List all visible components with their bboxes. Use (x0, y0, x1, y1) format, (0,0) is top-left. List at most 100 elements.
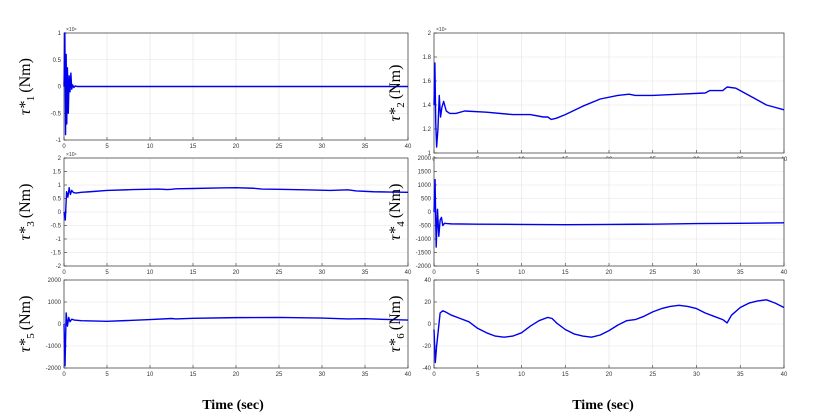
y-tick-label: 1000 (48, 300, 62, 306)
x-tick-label: 30 (693, 372, 700, 378)
x-tick-label: 0 (62, 144, 66, 150)
x-tick-label: 10 (147, 270, 154, 276)
y-tick-label: -1000 (416, 237, 432, 243)
y-tick-label: 0.5 (53, 197, 62, 203)
y-tick-label: 1.5 (53, 170, 62, 176)
y-tick-label: 500 (421, 197, 432, 203)
x-tick-label: 40 (405, 372, 412, 378)
y-tick-label: -1 (56, 138, 62, 144)
chart-panel-6: 0 5 10 15 20 25 30 35 40 -40 -20 0 20 40 τ*6 (Nm) (387, 278, 788, 378)
x-tick-label: 15 (190, 372, 197, 378)
y-tick-label: -20 (422, 344, 431, 350)
x-tick-label: 40 (781, 372, 788, 378)
y-tick-label: -1 (56, 237, 62, 243)
y-tick-label: 1.2 (423, 127, 432, 133)
x-tick-label: 35 (362, 144, 369, 150)
x-tick-label: 30 (319, 144, 326, 150)
y-axis-label: τ*6 (Nm) (387, 296, 407, 353)
series-line-1 (433, 62, 785, 148)
y-tick-label: 2000 (418, 156, 432, 162)
series-line-1 (433, 178, 785, 248)
axes-box (63, 157, 409, 267)
series-line-1 (63, 32, 408, 136)
y-tick-label: -0.5 (51, 224, 62, 230)
y-axis-label-subscript: 4 (395, 221, 407, 227)
x-tick-label: 15 (190, 270, 197, 276)
x-tick-label: 40 (405, 144, 412, 150)
x-tick-label: 25 (649, 372, 656, 378)
y-axis-label-unit: (Nm) (387, 296, 404, 331)
y-axis-label: τ*3 (Nm) (17, 184, 37, 241)
y-axis-label: τ*5 (Nm) (17, 296, 37, 353)
chart-panel-4: 0 5 10 15 20 25 30 35 40 -2000 -1500 -1000 -500 0 500 1… (387, 156, 788, 276)
x-tick-label: 35 (362, 270, 369, 276)
axes-box (63, 279, 409, 369)
x-tick-label: 30 (693, 270, 700, 276)
series-line-1 (433, 299, 785, 364)
y-tick-label: -1500 (416, 251, 432, 257)
x-axis-label-right: Time (sec) (572, 398, 634, 413)
chart-panel-3: 0 5 10 15 20 25 30 35 40 -2 -1.5 -1 -0.5 0 0.5 1 1.5 2 ×10… (17, 152, 412, 276)
y-tick-label: 20 (424, 300, 431, 306)
y-axis-label-unit: (Nm) (17, 58, 34, 93)
axes-box (433, 279, 785, 369)
y-tick-label: -2000 (416, 264, 432, 270)
x-tick-label: 0 (432, 372, 436, 378)
y-tick-label: 1 (428, 151, 432, 157)
x-tick-label: 35 (737, 270, 744, 276)
y-tick-label: 1.4 (423, 103, 432, 109)
y-tick-label: 1 (58, 31, 62, 37)
x-tick-label: 0 (432, 270, 436, 276)
y-tick-label: 0 (428, 322, 432, 328)
x-tick-label: 20 (233, 144, 240, 150)
y-tick-label: 0 (58, 210, 62, 216)
axis-multiplier: ×10⁴ (436, 27, 447, 33)
x-tick-label: 25 (276, 144, 283, 150)
x-tick-label: 15 (562, 270, 569, 276)
x-tick-label: 35 (362, 372, 369, 378)
y-tick-label: 1 (58, 183, 62, 189)
y-axis-label-unit: (Nm) (387, 184, 404, 219)
y-axis-label-unit: (Nm) (17, 184, 34, 219)
x-tick-label: 10 (518, 372, 525, 378)
chart-panel-5: 0 5 10 15 20 25 30 35 40-2000-1000010002000τ*5(N… (17, 278, 412, 378)
x-tick-label: 30 (319, 270, 326, 276)
y-axis-label: τ*4 (Nm) (387, 184, 407, 241)
y-axis-label: τ*1 (Nm) (17, 58, 37, 115)
x-tick-label: 20 (606, 270, 613, 276)
y-tick-label: 1.6 (423, 79, 432, 85)
y-tick-label: -500 (419, 224, 432, 230)
axis-multiplier: ×10⁴ (66, 152, 77, 158)
x-tick-label: 0 (62, 270, 66, 276)
y-axis-label-subscript: 1 (25, 96, 37, 102)
x-tick-label: 40 (781, 270, 788, 276)
x-tick-label: 20 (606, 372, 613, 378)
x-tick-label: 35 (737, 372, 744, 378)
y-tick-label: 2 (58, 156, 62, 162)
x-tick-label: 40 (405, 270, 412, 276)
x-tick-label: 5 (476, 270, 480, 276)
y-tick-label: -2 (56, 264, 62, 270)
y-tick-label: -2000 (46, 366, 62, 372)
y-tick-label: 1500 (418, 170, 432, 176)
x-tick-label: 5 (476, 372, 480, 378)
y-tick-label: 1.8 (423, 55, 432, 61)
x-axis-label-left: Time (sec) (202, 398, 264, 413)
y-axis-label-unit: (Nm) (17, 296, 34, 331)
y-tick-label: -0.5 (51, 111, 62, 117)
x-tick-label: 10 (147, 144, 154, 150)
x-tick-label: 25 (276, 372, 283, 378)
y-axis-label-symbol: τ* (17, 101, 34, 115)
y-axis-label-symbol: τ* (387, 339, 404, 353)
y-axis-label-symbol: τ* (387, 108, 404, 122)
series-line-1 (63, 186, 409, 221)
y-axis-label-symbol: τ* (387, 227, 404, 241)
x-tick-label: 5 (105, 372, 109, 378)
y-axis-label: τ*2 (Nm) (387, 65, 407, 122)
axis-multiplier: ×10⁶ (66, 27, 77, 33)
x-tick-label: 5 (105, 270, 109, 276)
y-tick-label: -1.5 (51, 251, 62, 257)
x-tick-label: 30 (319, 372, 326, 378)
y-axis-label-symbol: τ* (17, 227, 34, 241)
y-tick-label: -1000 (46, 344, 62, 350)
